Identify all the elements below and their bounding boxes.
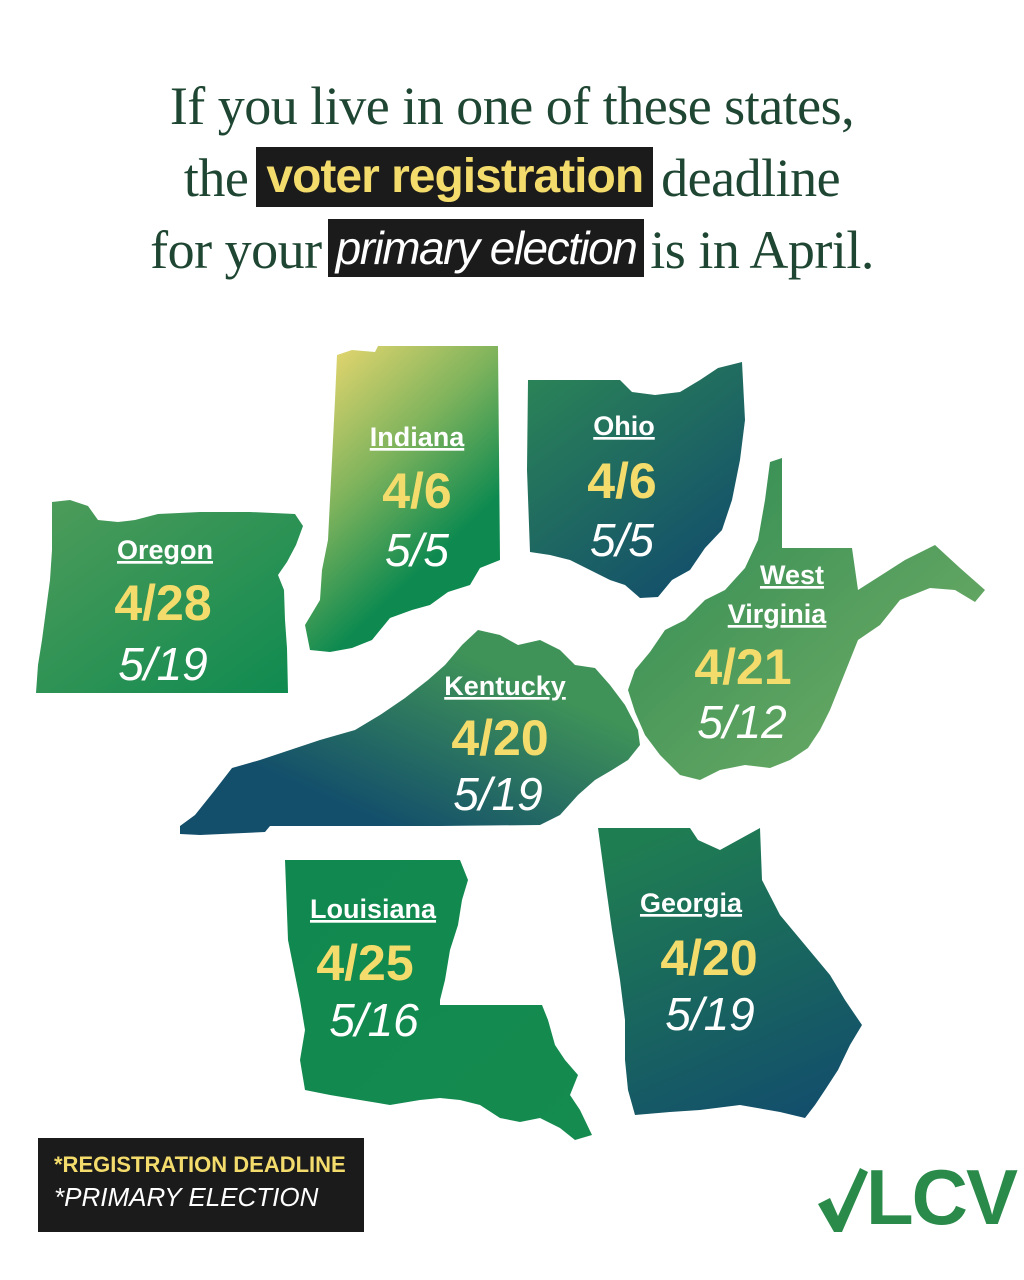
lcv-logo-text: LCV <box>866 1153 1018 1241</box>
kentucky-primary-election: 5/19 <box>453 768 543 820</box>
indiana-name: Indiana <box>370 422 465 452</box>
oregon-primary-election: 5/19 <box>118 638 208 690</box>
georgia-registration-deadline: 4/20 <box>660 930 757 986</box>
legend-primary-election: *PRIMARY ELECTION <box>54 1182 319 1212</box>
west-virginia-name-line-1: West <box>760 560 824 590</box>
west-virginia-name-line-2: Virginia <box>728 599 828 629</box>
state-louisiana: Louisiana 4/25 5/16 <box>285 860 592 1140</box>
primary-election-highlight: primary election <box>327 219 645 277</box>
state-kentucky: Kentucky 4/20 5/19 <box>180 630 640 835</box>
ohio-primary-election: 5/5 <box>590 514 654 566</box>
ohio-registration-deadline: 4/6 <box>587 453 657 509</box>
headline: If you live in one of these states, the v… <box>0 70 1024 286</box>
headline-line-3-post: is in April. <box>650 220 874 280</box>
indiana-primary-election: 5/5 <box>385 524 449 576</box>
legend-box: *REGISTRATION DEADLINE *PRIMARY ELECTION <box>38 1138 364 1232</box>
checkmark-icon <box>818 1168 868 1232</box>
indiana-registration-deadline: 4/6 <box>382 463 452 519</box>
louisiana-registration-deadline: 4/25 <box>316 935 413 991</box>
state-indiana: Indiana 4/6 5/5 <box>305 346 500 652</box>
voter-registration-highlight: voter registration <box>256 147 654 207</box>
state-oregon: Oregon 4/28 5/19 <box>36 500 303 693</box>
louisiana-shape <box>285 860 592 1140</box>
lcv-logo: LCV <box>816 1153 1018 1241</box>
oregon-registration-deadline: 4/28 <box>114 575 211 631</box>
georgia-name: Georgia <box>640 888 743 918</box>
georgia-primary-election: 5/19 <box>665 988 755 1040</box>
kentucky-registration-deadline: 4/20 <box>451 710 548 766</box>
headline-line-3: for your primary election is in April. <box>0 214 1024 286</box>
state-georgia: Georgia 4/20 5/19 <box>598 828 862 1118</box>
louisiana-primary-election: 5/16 <box>329 994 419 1046</box>
headline-line-3-pre: for your <box>150 220 322 280</box>
ohio-shape <box>527 362 745 598</box>
legend-registration-deadline: *REGISTRATION DEADLINE <box>54 1152 346 1177</box>
headline-line-2-pre: the <box>183 148 249 208</box>
state-west-virginia: West Virginia 4/21 5/12 <box>628 458 985 780</box>
ohio-name: Ohio <box>593 411 655 441</box>
state-ohio: Ohio 4/6 5/5 <box>527 362 745 598</box>
headline-line-1: If you live in one of these states, <box>169 76 855 136</box>
kentucky-shape <box>180 630 640 835</box>
west-virginia-primary-election: 5/12 <box>697 696 787 748</box>
oregon-shape <box>36 500 303 693</box>
headline-line-2: the voter registration deadline <box>0 142 1024 214</box>
west-virginia-shape <box>628 458 985 780</box>
kentucky-name: Kentucky <box>444 671 566 701</box>
indiana-shape <box>305 346 500 652</box>
georgia-shape <box>598 828 862 1118</box>
west-virginia-registration-deadline: 4/21 <box>694 639 791 695</box>
oregon-name: Oregon <box>117 535 213 565</box>
headline-line-2-post: deadline <box>661 148 841 208</box>
louisiana-name: Louisiana <box>310 894 437 924</box>
